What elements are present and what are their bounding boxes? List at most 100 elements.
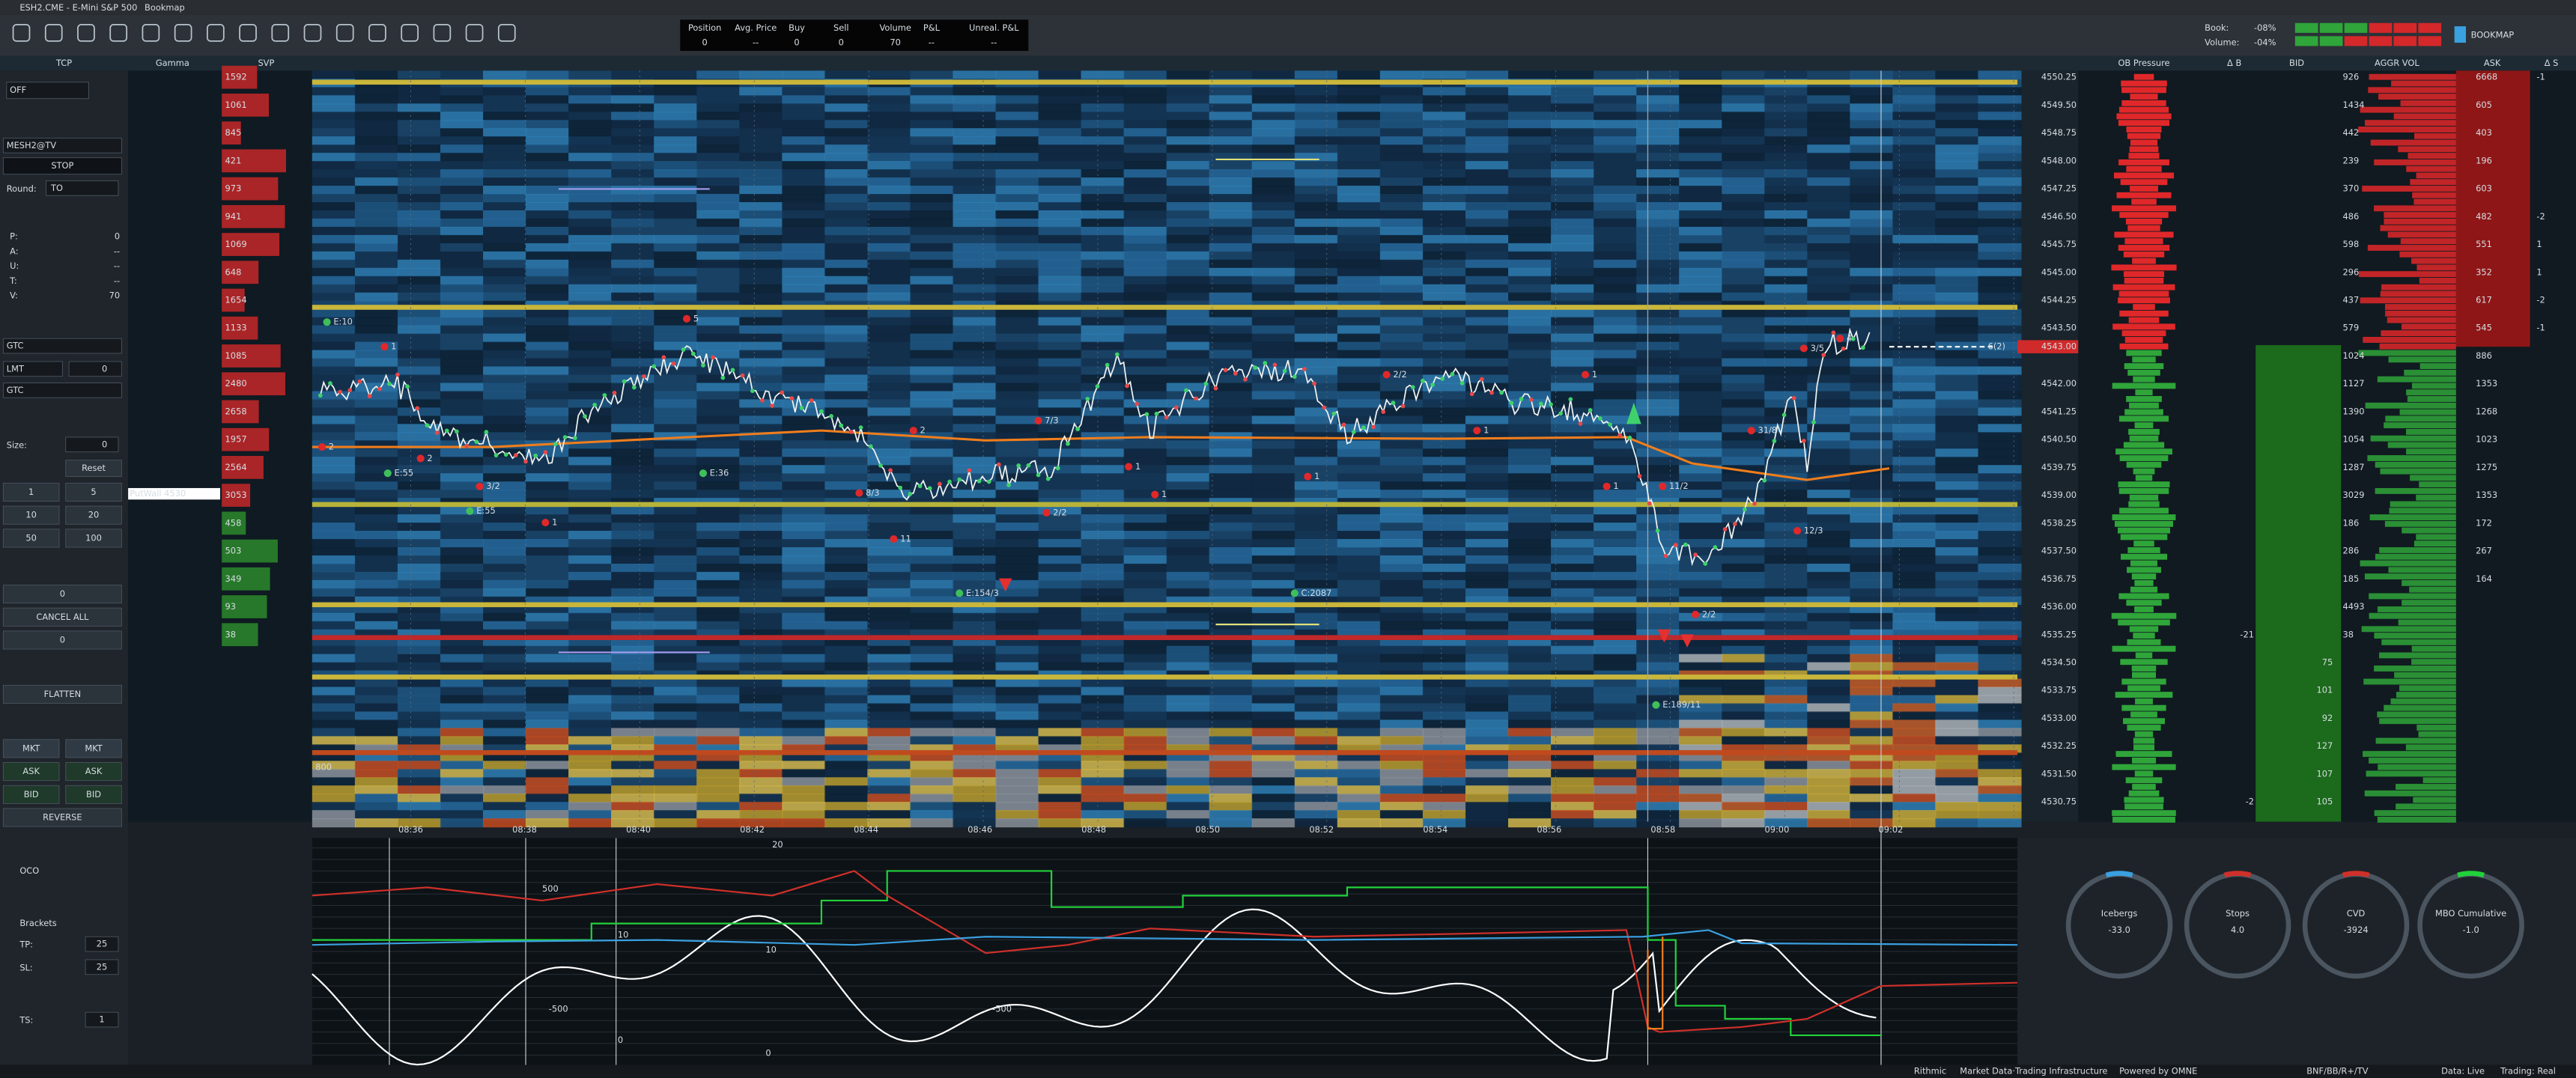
tif-select-box[interactable] xyxy=(2,383,122,398)
heatmap-cell xyxy=(1594,136,1638,146)
toolbar-icon[interactable] xyxy=(497,24,516,42)
toolbar-icon[interactable] xyxy=(77,24,95,42)
size-input[interactable]: 0 xyxy=(102,439,107,449)
toolbar-icon[interactable] xyxy=(206,24,225,42)
toolbar-icon[interactable] xyxy=(433,24,452,42)
stop-button-box[interactable] xyxy=(2,157,122,175)
trade-button-box[interactable] xyxy=(2,762,60,782)
reverse-button[interactable]: REVERSE xyxy=(43,812,82,823)
cancel-all-button-box[interactable] xyxy=(2,607,122,627)
mode-select[interactable]: OFF xyxy=(10,85,26,95)
mode-select-box[interactable] xyxy=(6,82,89,100)
svp-bar xyxy=(222,316,258,340)
trade-button[interactable]: BID xyxy=(24,789,39,800)
heatmap-cell xyxy=(696,546,741,557)
ts-input[interactable]: 1 xyxy=(99,1014,104,1025)
flatten-button-box[interactable] xyxy=(2,684,122,704)
price-offset[interactable]: 0 xyxy=(102,363,107,374)
heatmap-cell xyxy=(1636,308,1680,318)
size-button[interactable]: 50 xyxy=(25,532,37,543)
reset-button-box[interactable] xyxy=(65,460,122,478)
order-type-select[interactable]: LMT xyxy=(7,363,24,374)
trade-button[interactable]: BID xyxy=(86,789,101,800)
x-row[interactable]: 0 xyxy=(60,588,65,599)
tp-input-box[interactable] xyxy=(85,936,119,952)
x-row-box[interactable] xyxy=(2,630,122,650)
heatmap-cell xyxy=(1507,284,1552,293)
x-row[interactable]: 0 xyxy=(60,634,65,645)
trade-button-box[interactable] xyxy=(2,785,60,804)
sl-input[interactable]: 25 xyxy=(97,961,108,972)
round-select-box[interactable] xyxy=(45,180,119,196)
round-select[interactable]: TO xyxy=(50,183,63,193)
toolbar-icon[interactable] xyxy=(174,24,192,42)
reset-button[interactable]: Reset xyxy=(82,463,106,473)
trade-button-box[interactable] xyxy=(65,785,122,804)
sl-input-box[interactable] xyxy=(85,959,119,975)
size-button-box[interactable] xyxy=(2,505,60,525)
size-button-box[interactable] xyxy=(65,529,122,548)
heatmap-cell xyxy=(568,777,613,787)
heatmap-cell xyxy=(354,621,399,630)
toolbar-icon[interactable] xyxy=(142,24,160,42)
toolbar-icon[interactable] xyxy=(303,24,322,42)
size-button-box[interactable] xyxy=(2,482,60,502)
heatmap-cell xyxy=(1850,325,1894,335)
trade-button-box[interactable] xyxy=(2,739,60,758)
toolbar-icon[interactable] xyxy=(335,24,354,42)
heatmap-cell xyxy=(953,120,997,130)
aggr-vol-bar xyxy=(2385,310,2456,317)
heatmap-cell xyxy=(1465,736,1510,746)
aggr-vol-bar xyxy=(2380,468,2456,475)
symbol-select[interactable]: MESH2@TV xyxy=(7,140,56,150)
size-button-box[interactable] xyxy=(65,482,122,502)
tif-select[interactable]: GTC xyxy=(7,385,24,395)
heatmap-cell xyxy=(696,440,741,450)
flatten-button[interactable]: FLATTEN xyxy=(44,689,82,699)
stop-button[interactable]: STOP xyxy=(51,160,73,171)
x-row-box[interactable] xyxy=(2,585,122,604)
toolbar-icon[interactable] xyxy=(109,24,128,42)
trade-button[interactable]: ASK xyxy=(85,766,103,776)
heatmap-cell xyxy=(526,769,570,779)
reverse-button-box[interactable] xyxy=(2,808,122,827)
trade-button[interactable]: MKT xyxy=(85,743,102,753)
toolbar-icon[interactable] xyxy=(401,24,419,42)
size-button[interactable]: 1 xyxy=(28,487,34,497)
cancel-all-button[interactable]: CANCEL ALL xyxy=(36,612,89,622)
toolbar-icon[interactable] xyxy=(271,24,290,42)
tp-input[interactable]: 25 xyxy=(97,939,108,949)
heatmap-cell xyxy=(1251,514,1295,524)
heatmap-cell xyxy=(1935,473,1979,483)
trade-button-box[interactable] xyxy=(65,762,122,782)
toolbar-icon[interactable] xyxy=(12,24,31,42)
size-button[interactable]: 100 xyxy=(85,532,102,543)
size-button[interactable]: 5 xyxy=(91,487,96,497)
size-button-box[interactable] xyxy=(2,529,60,548)
trade-button[interactable]: ASK xyxy=(22,766,40,776)
heatmap-cell xyxy=(1679,259,1723,269)
heatmap-cell xyxy=(739,292,783,302)
trade-button-box[interactable] xyxy=(65,739,122,758)
toolbar-icon[interactable] xyxy=(368,24,386,42)
size-button[interactable]: 10 xyxy=(25,510,37,520)
size-button-box[interactable] xyxy=(65,505,122,525)
tif-select[interactable]: GTC xyxy=(7,341,24,351)
toolbar-icon[interactable] xyxy=(465,24,484,42)
symbol-select-box[interactable] xyxy=(2,137,122,153)
heatmap-cell xyxy=(526,70,570,80)
heatmap-cell xyxy=(1166,177,1210,187)
size-input-box[interactable] xyxy=(65,436,119,453)
tif-select-box[interactable] xyxy=(2,338,122,354)
trade-button[interactable]: MKT xyxy=(22,743,40,753)
toolbar-icon[interactable] xyxy=(44,24,63,42)
price-offset-box[interactable] xyxy=(68,361,122,377)
heatmap-cell xyxy=(995,350,1039,359)
heatmap-cell xyxy=(995,292,1039,302)
heatmap-cell xyxy=(526,325,570,335)
indicator-blue xyxy=(312,929,2018,946)
size-button[interactable]: 20 xyxy=(88,510,100,520)
order-type-select-box[interactable] xyxy=(2,361,63,377)
ts-input-box[interactable] xyxy=(85,1011,119,1028)
toolbar-icon[interactable] xyxy=(239,24,257,42)
